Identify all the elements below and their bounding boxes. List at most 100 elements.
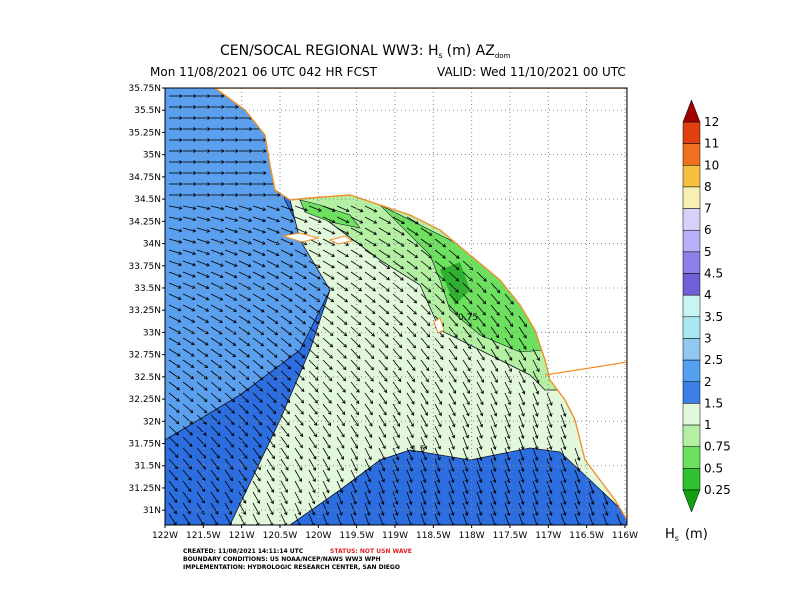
wave-arrow bbox=[378, 238, 391, 247]
arrow-head bbox=[325, 511, 329, 516]
arrow-head bbox=[231, 387, 236, 392]
arrow-head bbox=[276, 207, 281, 212]
arrow-head bbox=[373, 242, 377, 247]
wave-arrow bbox=[238, 392, 249, 403]
arrow-head bbox=[534, 457, 539, 461]
arrow-head bbox=[437, 457, 441, 461]
arrow-head bbox=[219, 319, 223, 323]
arrow-head bbox=[300, 399, 305, 404]
arrow-head bbox=[273, 365, 278, 370]
wave-arrow bbox=[210, 249, 224, 255]
arrow-head bbox=[413, 311, 417, 315]
wave-arrow bbox=[490, 304, 500, 316]
wave-arrow bbox=[462, 293, 473, 304]
wave-arrow bbox=[238, 337, 250, 346]
arrow-head bbox=[242, 522, 246, 525]
wave-arrow bbox=[294, 271, 307, 279]
arrow-head bbox=[302, 320, 307, 325]
arrow-head bbox=[409, 467, 413, 472]
arrow-head bbox=[178, 262, 183, 267]
arrow-head bbox=[217, 421, 221, 425]
arrow-head bbox=[398, 367, 402, 371]
wave-arrow bbox=[378, 436, 386, 449]
arrow-head bbox=[259, 387, 263, 392]
wave-arrow bbox=[350, 227, 363, 235]
wave-arrow bbox=[238, 348, 250, 358]
lat-label: 34.25N bbox=[129, 217, 162, 227]
arrow-head bbox=[442, 243, 447, 248]
wave-arrow bbox=[518, 359, 526, 372]
arrow-head bbox=[235, 149, 239, 153]
wave-arrow bbox=[224, 293, 237, 301]
wave-arrow bbox=[490, 425, 496, 439]
wave-arrow bbox=[350, 513, 356, 525]
arrow-head bbox=[232, 365, 236, 369]
arrow-head bbox=[189, 420, 194, 425]
arrow-head bbox=[285, 455, 289, 460]
wave-arrow bbox=[490, 513, 496, 525]
wave-arrow bbox=[266, 436, 276, 448]
wave-arrow bbox=[434, 359, 443, 371]
wave-arrow bbox=[294, 348, 305, 358]
wave-arrow bbox=[182, 205, 196, 209]
wave-arrow bbox=[294, 227, 308, 234]
arrow-head bbox=[534, 490, 539, 494]
arrow-head bbox=[270, 489, 275, 493]
wave-arrow bbox=[350, 326, 361, 337]
arrow-head bbox=[206, 263, 210, 267]
wave-arrow bbox=[462, 337, 472, 349]
wave-arrow bbox=[252, 315, 265, 324]
arrow-head bbox=[176, 375, 181, 379]
wave-arrow bbox=[308, 469, 316, 482]
wave-arrow bbox=[406, 293, 417, 304]
wave-arrow bbox=[168, 480, 178, 492]
wave-arrow bbox=[252, 370, 263, 380]
arrow-head bbox=[215, 488, 219, 493]
arrow-head bbox=[359, 220, 364, 224]
wave-arrow bbox=[210, 436, 220, 447]
wave-arrow bbox=[350, 271, 362, 280]
wave-arrow bbox=[434, 480, 440, 494]
wave-arrow bbox=[448, 260, 460, 270]
arrow-head bbox=[205, 319, 210, 323]
arrow-head bbox=[274, 331, 279, 336]
wave-arrow bbox=[532, 513, 538, 525]
wave-arrow bbox=[322, 282, 334, 291]
wave-arrow bbox=[546, 513, 552, 525]
arrow-head bbox=[261, 275, 266, 279]
wave-arrow bbox=[168, 381, 180, 391]
arrow-head bbox=[523, 323, 527, 328]
arrow-head bbox=[468, 322, 472, 327]
wave-arrow bbox=[434, 458, 440, 472]
arrow-head bbox=[220, 251, 224, 256]
wave-arrow bbox=[392, 293, 403, 303]
wave-arrow bbox=[238, 381, 249, 392]
arrow-head bbox=[190, 364, 195, 368]
arrow-head bbox=[193, 182, 197, 186]
wave-arrow bbox=[224, 337, 236, 346]
arrow-head bbox=[548, 457, 553, 461]
arrow-head bbox=[576, 468, 581, 472]
wave-arrow bbox=[462, 513, 468, 525]
arrow-head bbox=[193, 160, 197, 164]
arrow-head bbox=[288, 309, 293, 313]
arrow-head bbox=[260, 320, 265, 324]
arrow-head bbox=[221, 160, 225, 164]
lon-label: 122W bbox=[152, 531, 178, 541]
arrow-head bbox=[480, 401, 484, 406]
arrow-head bbox=[423, 456, 427, 461]
arrow-head bbox=[273, 354, 278, 358]
wave-arrow bbox=[182, 304, 195, 312]
arrow-head bbox=[455, 277, 460, 282]
wave-arrow bbox=[196, 370, 208, 380]
arrow-head bbox=[244, 444, 248, 448]
arrow-head bbox=[270, 511, 274, 516]
wave-arrow bbox=[238, 491, 247, 504]
wave-arrow bbox=[518, 315, 527, 327]
wave-arrow bbox=[588, 502, 594, 516]
wave-arrow bbox=[280, 436, 289, 448]
wave-arrow bbox=[532, 403, 538, 417]
arrow-head bbox=[243, 488, 247, 493]
arrow-head bbox=[451, 457, 455, 461]
